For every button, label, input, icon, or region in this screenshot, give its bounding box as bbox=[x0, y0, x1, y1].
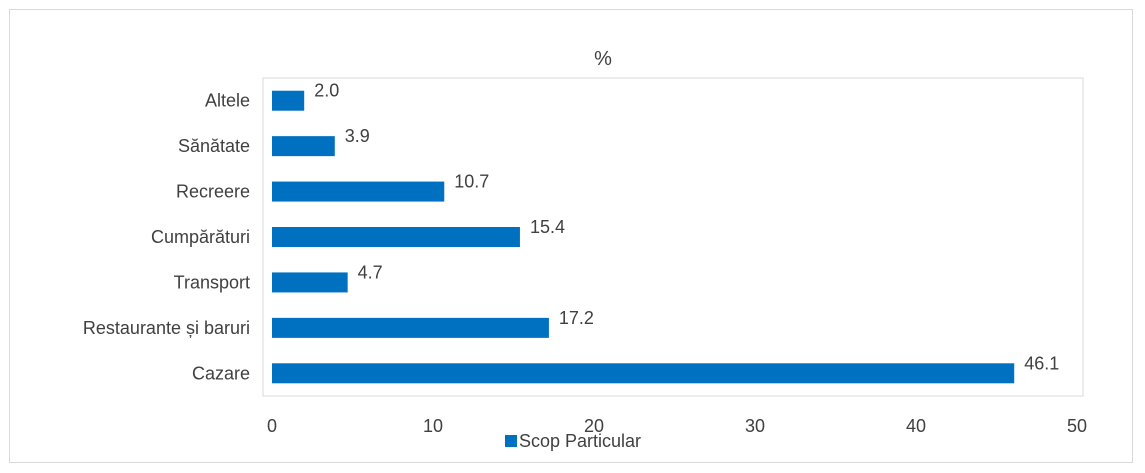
legend[interactable]: Scop Particular bbox=[505, 431, 641, 451]
legend-swatch bbox=[505, 435, 517, 447]
bar-4[interactable] bbox=[272, 181, 445, 202]
category-label-2: Transport bbox=[174, 272, 250, 292]
category-label-3: Cumpărături bbox=[151, 227, 250, 247]
bar-1[interactable] bbox=[272, 317, 549, 338]
plot-area bbox=[262, 77, 1084, 397]
bars-group bbox=[272, 90, 1015, 384]
category-label-6: Altele bbox=[205, 91, 250, 111]
category-label-4: Recreere bbox=[176, 182, 250, 202]
data-label-2: 4.7 bbox=[358, 262, 383, 282]
data-label-3: 15.4 bbox=[530, 217, 565, 237]
chart-title: % bbox=[594, 48, 612, 70]
x-tick-label-0: 0 bbox=[267, 416, 277, 436]
data-label-6: 2.0 bbox=[314, 81, 339, 101]
bar-2[interactable] bbox=[272, 272, 348, 293]
data-label-4: 10.7 bbox=[454, 172, 489, 192]
chart-area bbox=[9, 9, 1133, 463]
data-label-1: 17.2 bbox=[559, 308, 594, 328]
bar-3[interactable] bbox=[272, 227, 520, 247]
x-tick-label-1: 10 bbox=[423, 416, 443, 436]
bar-0[interactable] bbox=[272, 363, 1015, 384]
x-tick-label-3: 30 bbox=[745, 416, 765, 436]
bar-5[interactable] bbox=[272, 136, 335, 157]
x-axis-ticks: 0 10 20 30 40 50 bbox=[267, 416, 1087, 436]
x-tick-label-4: 40 bbox=[906, 416, 926, 436]
category-label-5: Sănătate bbox=[178, 136, 250, 156]
category-label-1: Restaurante și baruri bbox=[83, 318, 250, 338]
data-labels: 46.1 17.2 4.7 15.4 10.7 3.9 2.0 bbox=[314, 81, 1059, 374]
category-label-0: Cazare bbox=[192, 363, 250, 383]
bar-6[interactable] bbox=[272, 90, 305, 111]
legend-label: Scop Particular bbox=[519, 431, 641, 451]
data-label-5: 3.9 bbox=[345, 126, 370, 146]
data-label-0: 46.1 bbox=[1024, 353, 1059, 373]
x-tick-label-2: 20 bbox=[584, 416, 604, 436]
category-labels: Cazare Restaurante și baruri Transport Cump… bbox=[83, 91, 250, 384]
x-tick-label-5: 50 bbox=[1067, 416, 1087, 436]
